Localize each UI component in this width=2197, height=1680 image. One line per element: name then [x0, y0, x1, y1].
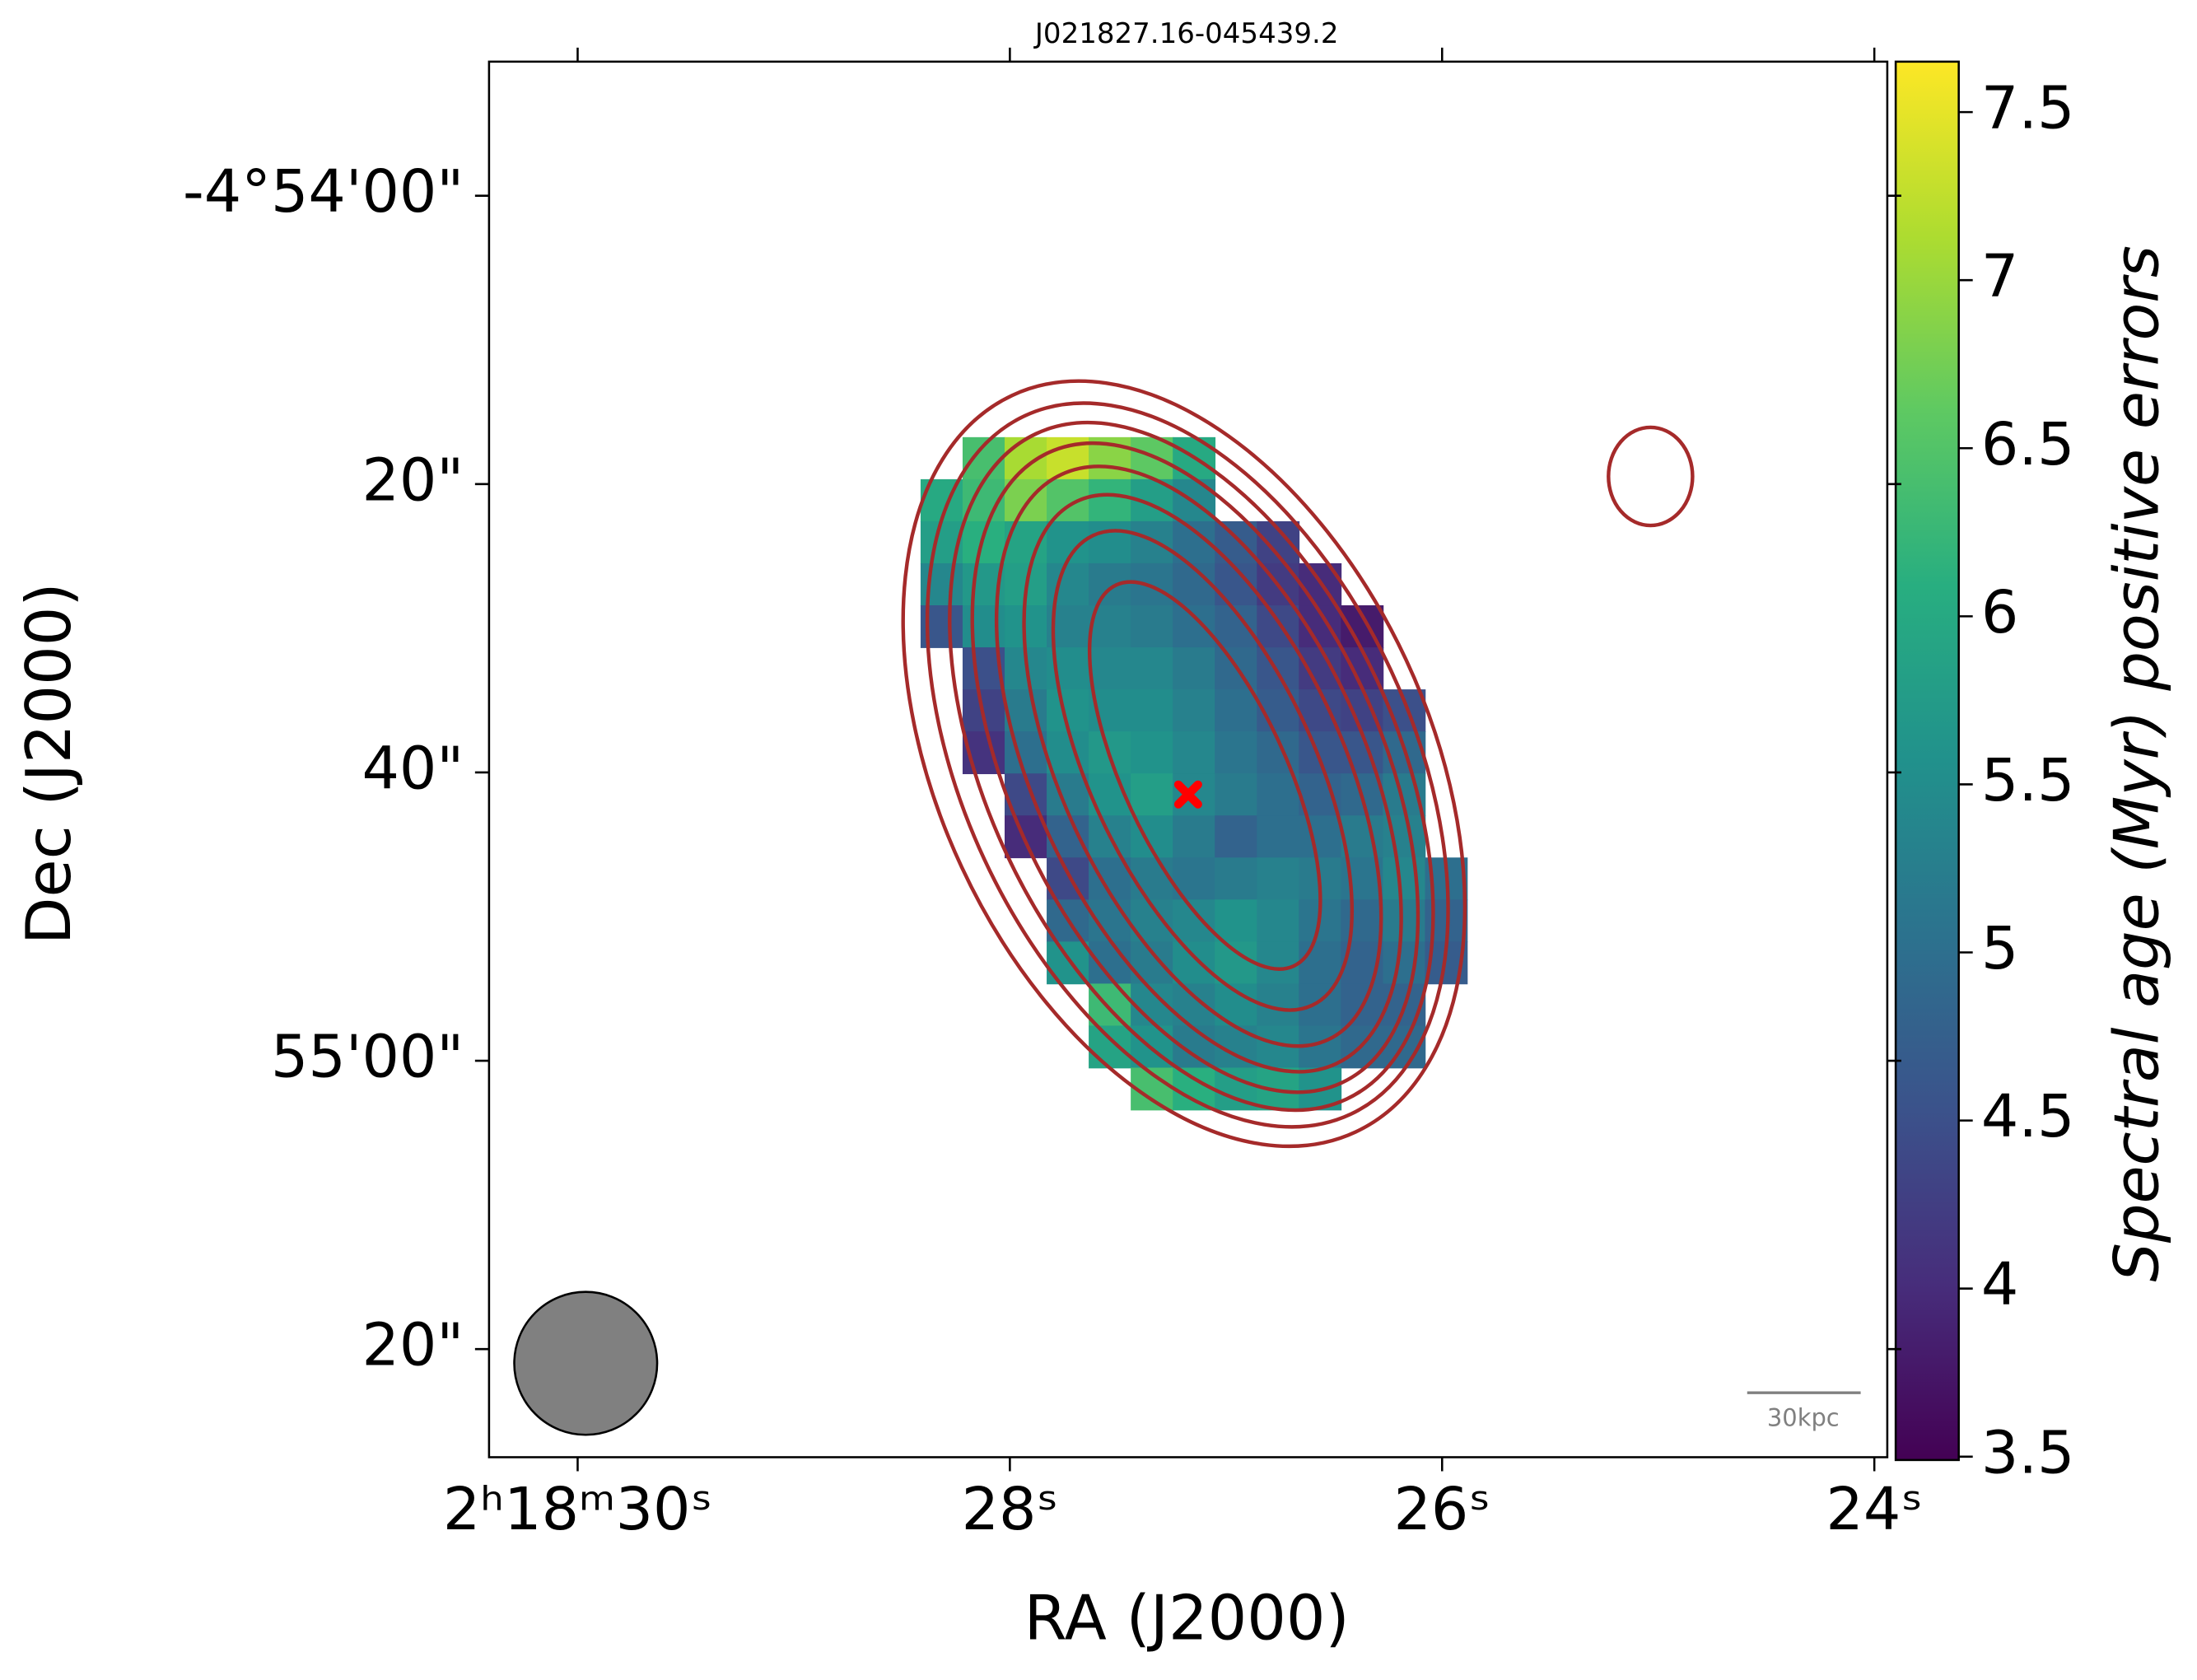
contour: [1607, 425, 1695, 528]
pixel: [1173, 731, 1216, 775]
colorbar-tick-label: 7.5: [1981, 74, 2075, 142]
plot-frame: [487, 60, 1889, 1458]
contour: [1051, 529, 1355, 1012]
pixel: [1173, 815, 1216, 859]
contour: [994, 464, 1403, 1074]
core-marker: [1173, 780, 1202, 809]
colorbar-tick-label: 6: [1981, 578, 2018, 646]
x-tick-label: 24ˢ: [1826, 1475, 1923, 1543]
pixel: [1005, 815, 1047, 859]
pixel: [1089, 647, 1131, 690]
pixel: [1215, 857, 1258, 901]
pixel: [962, 520, 1005, 564]
colorbar-tick-label: 4.5: [1981, 1082, 2075, 1150]
pixel: [1215, 689, 1258, 732]
pixel: [1173, 605, 1216, 648]
contour: [1022, 492, 1383, 1048]
pixel: [1299, 983, 1342, 1027]
pixel: [1173, 647, 1216, 690]
pixel: [1341, 899, 1384, 943]
pixel: [1089, 478, 1131, 522]
pixel: [1215, 773, 1258, 817]
pixel: [1131, 520, 1174, 564]
y-tick-label: -4°54'00": [183, 157, 464, 226]
y-axis-label: Dec (J2000): [13, 582, 85, 945]
pixel: [1173, 941, 1216, 985]
x-axis-label: RA (J2000): [1024, 1583, 1350, 1654]
x-tick-label: 28ˢ: [962, 1475, 1059, 1543]
pixel: [1173, 1025, 1216, 1069]
pixel: [1089, 562, 1131, 606]
pixel: [1257, 899, 1300, 943]
pixel: [1131, 941, 1174, 985]
pixel: [1005, 520, 1047, 564]
beam: [513, 1290, 659, 1436]
pixel: [1383, 857, 1426, 901]
pixel: [1215, 899, 1258, 943]
colorbar-tick-label: 5.5: [1981, 746, 2075, 814]
pixel: [1257, 773, 1300, 817]
pixel: [1131, 605, 1174, 648]
colorbar-tick-label: 7: [1981, 242, 2018, 310]
x-tick-label: 2ʰ18ᵐ30ˢ: [443, 1475, 712, 1543]
pixel: [1257, 647, 1300, 690]
contour: [1087, 580, 1322, 971]
y-tick-label: 55'00": [271, 1023, 464, 1091]
pixel: [1299, 647, 1342, 690]
y-tick-label: 40": [362, 734, 464, 802]
pixel: [1215, 815, 1258, 859]
pixel: [1257, 941, 1300, 985]
y-tick-label: 20": [362, 1311, 464, 1379]
contour: [948, 420, 1435, 1113]
pixel: [1131, 773, 1174, 817]
colorbar-tick-label: 5: [1981, 914, 2018, 982]
pixel: [1383, 941, 1426, 985]
pixel: [1257, 857, 1300, 901]
scale-bar-label: 30kpc: [1767, 1404, 1840, 1432]
pixel: [1089, 1025, 1131, 1069]
colorbar-tick-label: 4: [1981, 1250, 2018, 1318]
pixel: [1131, 562, 1174, 606]
pixel: [1215, 731, 1258, 775]
pixel: [1089, 520, 1131, 564]
pixel: [1173, 689, 1216, 732]
contour: [925, 401, 1450, 1129]
pixel: [1215, 941, 1258, 985]
pixel: [1131, 647, 1174, 690]
pixel: [1173, 899, 1216, 943]
pixel: [1173, 983, 1216, 1027]
pixel: [1131, 731, 1174, 775]
x-tick-label: 26ˢ: [1393, 1475, 1490, 1543]
pixel: [1047, 815, 1089, 859]
pixel: [1299, 941, 1342, 985]
colorbar-tick-label: 3.5: [1981, 1418, 2075, 1486]
colorbar-label: Spectral age (Myr) positive errors: [2101, 245, 2172, 1282]
pixel: [1299, 815, 1342, 859]
pixel: [1257, 815, 1300, 859]
pixel: [1047, 562, 1089, 606]
colorbar: [1894, 60, 1960, 1462]
pixel: [1299, 731, 1342, 775]
colorbar-tick-label: 6.5: [1981, 410, 2075, 478]
pixel: [1173, 1067, 1216, 1111]
chart-title: J021827.16-045439.2: [1033, 17, 1339, 50]
y-tick-label: 20": [362, 446, 464, 514]
pixel: [1047, 731, 1089, 775]
contour: [901, 379, 1467, 1149]
pixel: [1131, 857, 1174, 901]
pixel: [1131, 689, 1174, 732]
